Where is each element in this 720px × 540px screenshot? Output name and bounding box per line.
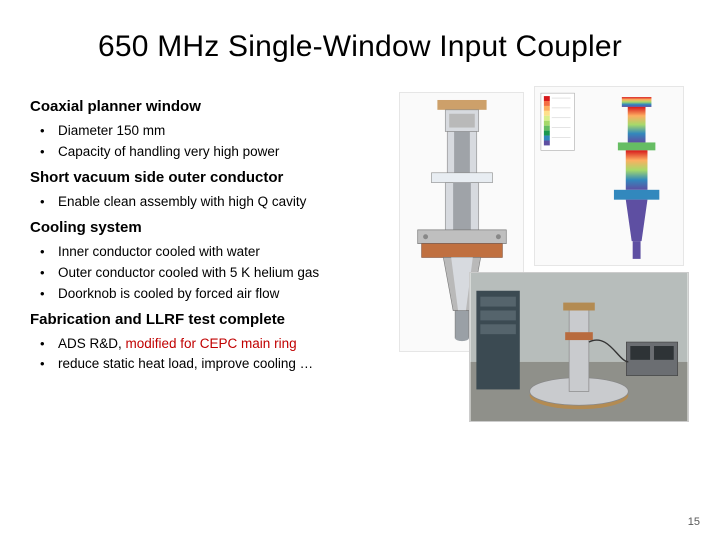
bullet-item: Enable clean assembly with high Q cavity bbox=[40, 192, 399, 213]
bullet-item: ADS R&D, modified for CEPC main ring bbox=[40, 334, 399, 355]
slide-title: 650 MHz Single-Window Input Coupler bbox=[30, 30, 690, 64]
bullet-text: reduce static heat load, improve cooling… bbox=[58, 356, 313, 371]
lab-photo-icon bbox=[470, 273, 688, 421]
figure-lab-photo bbox=[469, 272, 689, 422]
bullet-text: Diameter 150 mm bbox=[58, 123, 165, 138]
fea-contour-icon bbox=[535, 87, 683, 265]
section-heading: Fabrication and LLRF test complete bbox=[30, 311, 399, 328]
bullet-list: Enable clean assembly with high Q cavity bbox=[30, 192, 399, 213]
bullet-list: Inner conductor cooled with water Outer … bbox=[30, 242, 399, 305]
content-row: Coaxial planner window Diameter 150 mm C… bbox=[30, 92, 690, 379]
bullet-item: Diameter 150 mm bbox=[40, 121, 399, 142]
figure-fea-contour bbox=[534, 86, 684, 266]
bullet-text: Enable clean assembly with high Q cavity bbox=[58, 194, 306, 209]
bullet-text: ADS R&D, bbox=[58, 336, 126, 351]
section-heading: Short vacuum side outer conductor bbox=[30, 169, 399, 186]
bullet-list: ADS R&D, modified for CEPC main ring red… bbox=[30, 334, 399, 376]
section-heading: Cooling system bbox=[30, 219, 399, 236]
bullet-item: Doorknob is cooled by forced air flow bbox=[40, 284, 399, 305]
bullet-text-emphasis: modified for CEPC main ring bbox=[126, 336, 297, 351]
bullet-item: Capacity of handling very high power bbox=[40, 142, 399, 163]
slide: 650 MHz Single-Window Input Coupler Coax… bbox=[0, 0, 720, 540]
image-column bbox=[399, 92, 690, 379]
bullet-text: Inner conductor cooled with water bbox=[58, 244, 260, 259]
section-heading: Coaxial planner window bbox=[30, 98, 399, 115]
bullet-text: Doorknob is cooled by forced air flow bbox=[58, 286, 279, 301]
page-number: 15 bbox=[688, 516, 700, 528]
bullet-list: Diameter 150 mm Capacity of handling ver… bbox=[30, 121, 399, 163]
bullet-item: reduce static heat load, improve cooling… bbox=[40, 354, 399, 375]
bullet-item: Inner conductor cooled with water bbox=[40, 242, 399, 263]
bullet-item: Outer conductor cooled with 5 K helium g… bbox=[40, 263, 399, 284]
bullet-text: Capacity of handling very high power bbox=[58, 144, 279, 159]
text-column: Coaxial planner window Diameter 150 mm C… bbox=[30, 92, 399, 379]
bullet-text: Outer conductor cooled with 5 K helium g… bbox=[58, 265, 319, 280]
